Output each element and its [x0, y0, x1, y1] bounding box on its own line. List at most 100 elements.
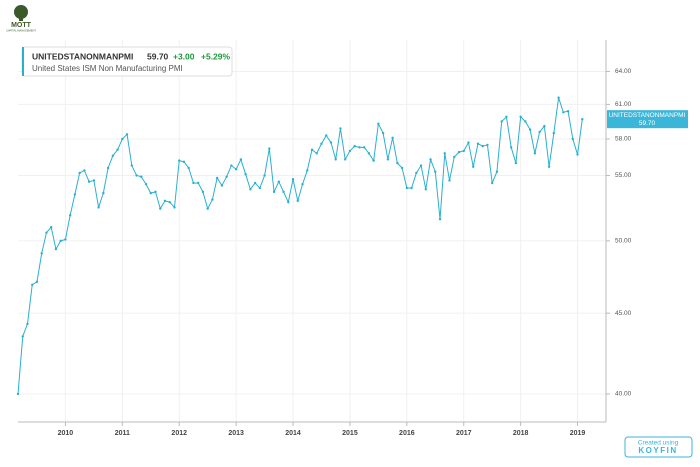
data-point — [490, 181, 494, 185]
data-point — [543, 124, 546, 128]
data-point — [533, 152, 537, 155]
data-point — [386, 158, 390, 161]
data-point — [438, 218, 442, 221]
data-point — [353, 144, 356, 148]
data-point — [552, 131, 556, 135]
data-point — [244, 172, 247, 176]
data-point — [301, 183, 304, 186]
data-point — [325, 134, 328, 137]
x-tick-label: 2010 — [58, 430, 74, 437]
data-point — [495, 170, 499, 173]
data-point — [519, 115, 522, 119]
x-tick-label: 2019 — [570, 430, 586, 437]
data-point — [434, 170, 437, 173]
legend-ticker: UNITEDSTANONMANPMI — [32, 51, 133, 61]
data-point — [405, 186, 409, 190]
data-point — [73, 193, 77, 196]
data-point — [54, 247, 58, 251]
data-point — [509, 146, 513, 149]
legend: UNITEDSTANONMANPMI 59.70 +3.00 +5.29% Un… — [21, 46, 233, 77]
data-point — [106, 166, 110, 170]
data-point — [163, 199, 167, 203]
data-point — [315, 152, 318, 155]
data-point — [467, 141, 470, 144]
data-point — [400, 166, 404, 170]
logo-trunk — [19, 16, 23, 21]
legend-change: +3.00 — [173, 51, 195, 61]
data-point — [419, 164, 423, 167]
data-point — [258, 186, 262, 190]
legend-last: 59.70 — [147, 51, 169, 61]
data-point — [154, 190, 157, 194]
x-tick-label: 2018 — [513, 430, 529, 437]
data-point — [505, 115, 508, 119]
data-point — [26, 322, 29, 326]
data-point — [396, 161, 399, 165]
data-point — [282, 190, 285, 194]
logo-tree — [14, 5, 28, 19]
data-point — [514, 161, 518, 165]
data-point — [410, 186, 413, 190]
data-point — [453, 155, 456, 159]
data-point — [486, 143, 489, 147]
data-point — [211, 198, 214, 201]
data-point — [40, 252, 43, 255]
tag-value: 59.70 — [639, 120, 656, 127]
footer-name: KOYFIN — [638, 446, 677, 455]
series-line — [17, 97, 583, 395]
y-tick-label: 55.00 — [615, 172, 632, 179]
data-point — [78, 171, 81, 175]
x-tick-label: 2015 — [342, 430, 358, 437]
plot — [16, 40, 606, 422]
y-tick-label: 45.00 — [615, 310, 632, 317]
data-point — [225, 175, 228, 178]
data-point — [92, 179, 96, 182]
data-point — [140, 175, 143, 178]
data-point — [215, 176, 219, 180]
data-point — [87, 180, 91, 183]
data-point — [320, 142, 323, 145]
y-tick-label: 64.00 — [615, 68, 632, 75]
data-point — [566, 109, 570, 113]
data-point — [306, 169, 309, 172]
data-point — [291, 177, 295, 181]
data-point — [121, 137, 124, 141]
legend-swatch — [22, 47, 24, 76]
data-point — [562, 111, 565, 114]
data-point — [83, 169, 86, 172]
data-point — [111, 154, 115, 157]
data-point — [424, 188, 428, 191]
x-tick-label: 2016 — [399, 430, 415, 437]
data-point — [144, 183, 148, 186]
data-point — [287, 200, 290, 204]
data-point — [476, 142, 480, 145]
data-point — [49, 226, 53, 229]
data-point — [173, 206, 176, 209]
data-point — [125, 133, 129, 136]
data-point — [524, 120, 527, 123]
legend-change-pct: +5.29% — [201, 51, 231, 61]
data-point — [187, 166, 190, 170]
data-point — [97, 206, 100, 209]
footer-prefix: Created using — [638, 440, 679, 447]
logo: MOTT CAPITAL MANAGEMENT — [6, 5, 36, 33]
data-point — [149, 191, 152, 195]
x-tick-label: 2014 — [285, 430, 301, 437]
data-point — [443, 152, 446, 155]
legend-description: United States ISM Non Manufacturing PMI — [32, 64, 183, 73]
data-point — [68, 214, 72, 217]
data-point — [268, 147, 271, 150]
data-point — [391, 136, 394, 140]
tag-ticker: UNITEDSTANONMANPMI — [609, 112, 686, 119]
data-point — [377, 122, 380, 125]
data-point — [457, 150, 461, 154]
data-point — [16, 392, 20, 396]
data-point — [196, 181, 200, 185]
data-point — [159, 207, 162, 210]
data-point — [263, 174, 266, 177]
data-point — [234, 168, 238, 171]
data-point — [429, 158, 432, 161]
data-point — [334, 158, 337, 161]
data-point — [31, 283, 34, 286]
